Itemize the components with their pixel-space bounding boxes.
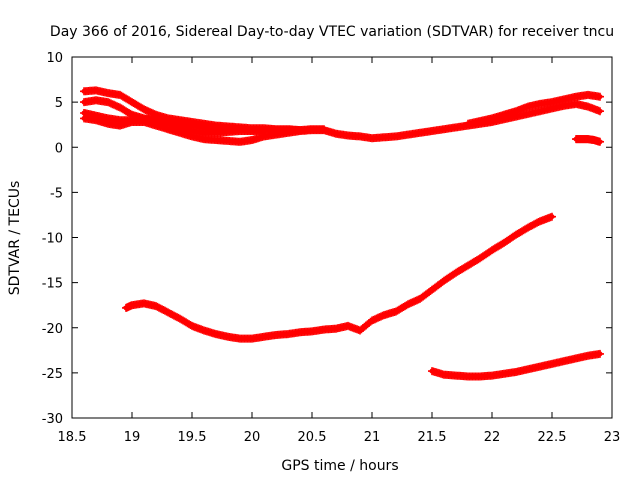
y-tick-label: -15: [42, 277, 63, 292]
x-tick-label: 21: [364, 430, 381, 445]
x-axis-label: GPS time / hours: [281, 458, 398, 474]
y-tick-label: 10: [46, 51, 63, 66]
y-axis-label: SDTVAR / TECUs: [7, 181, 23, 296]
data-point-marker: [548, 212, 556, 221]
y-tick-label: 5: [55, 96, 63, 111]
y-tick-label: 0: [55, 141, 63, 156]
y-tick-label: -30: [42, 412, 63, 427]
chart-title: Day 366 of 2016, Sidereal Day-to-day VTE…: [50, 24, 614, 40]
series-trace-g: [122, 212, 556, 343]
series-trace-h: [428, 349, 604, 381]
series-trace-e: [464, 90, 604, 128]
data-point-marker: [596, 107, 604, 116]
data-point-marker: [596, 92, 604, 101]
x-tick-label: 18.5: [58, 430, 87, 445]
axes: 18.5 19 19.5 20 20.5 21 21.5 22 22.5 23 -30 -25 -20 -…: [42, 51, 621, 445]
x-tick-label: 20: [244, 430, 261, 445]
y-tick-label: -5: [50, 186, 63, 201]
x-tick-label: 22.5: [538, 430, 567, 445]
y-tick-label: -10: [42, 232, 63, 247]
x-tick-label: 20.5: [298, 430, 327, 445]
x-tick-label: 19: [124, 430, 141, 445]
x-tick-label: 22: [484, 430, 501, 445]
series-band: [123, 214, 555, 342]
y-tick-label: -25: [42, 367, 63, 382]
data-point-marker: [596, 349, 604, 358]
series-layer: [80, 86, 604, 381]
series-trace-f: [572, 135, 604, 146]
x-tick-label: 19.5: [178, 430, 207, 445]
series-trace-d: [80, 99, 604, 146]
x-tick-label: 23: [604, 430, 621, 445]
x-tick-label: 21.5: [418, 430, 447, 445]
data-point-marker: [596, 137, 604, 146]
y-tick-label: -20: [42, 322, 63, 337]
